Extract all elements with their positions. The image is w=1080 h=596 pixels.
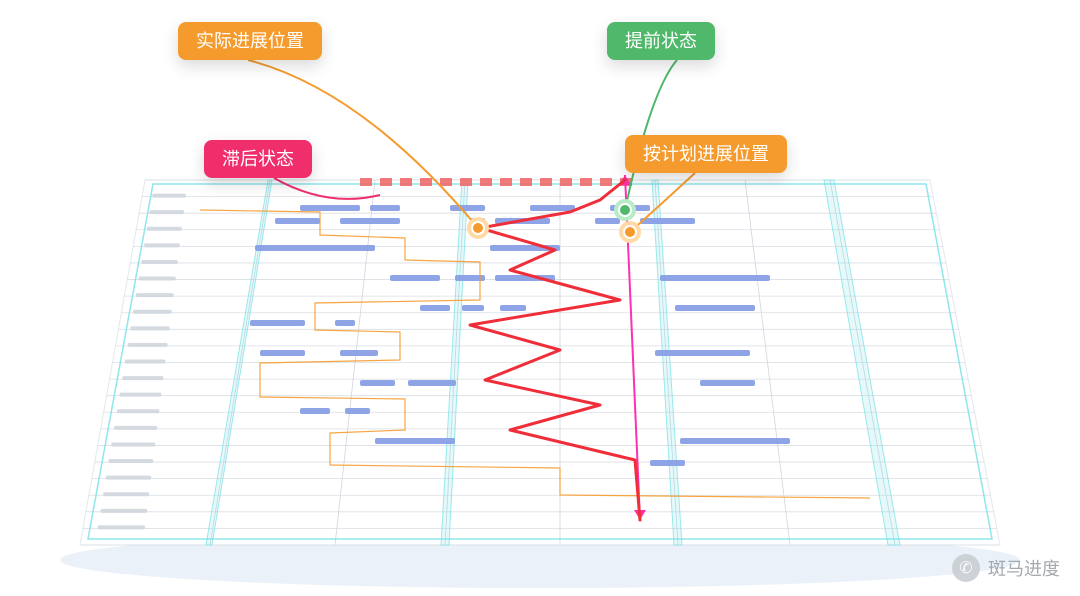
wechat-icon: ✆ — [952, 554, 980, 582]
callout-plan-progress: 按计划进展位置 — [625, 135, 787, 173]
watermark: ✆ 斑马进度 — [952, 554, 1060, 582]
diagram-svg — [0, 0, 1080, 596]
callout-actual-progress: 实际进展位置 — [178, 22, 322, 60]
callout-behind-status: 滞后状态 — [204, 140, 312, 178]
diagram-stage: ✆ 斑马进度 实际进展位置 提前状态滞后状态 按计划进展位置 — [0, 0, 1080, 596]
callout-ahead-status: 提前状态 — [607, 22, 715, 60]
watermark-text: 斑马进度 — [988, 555, 1060, 581]
